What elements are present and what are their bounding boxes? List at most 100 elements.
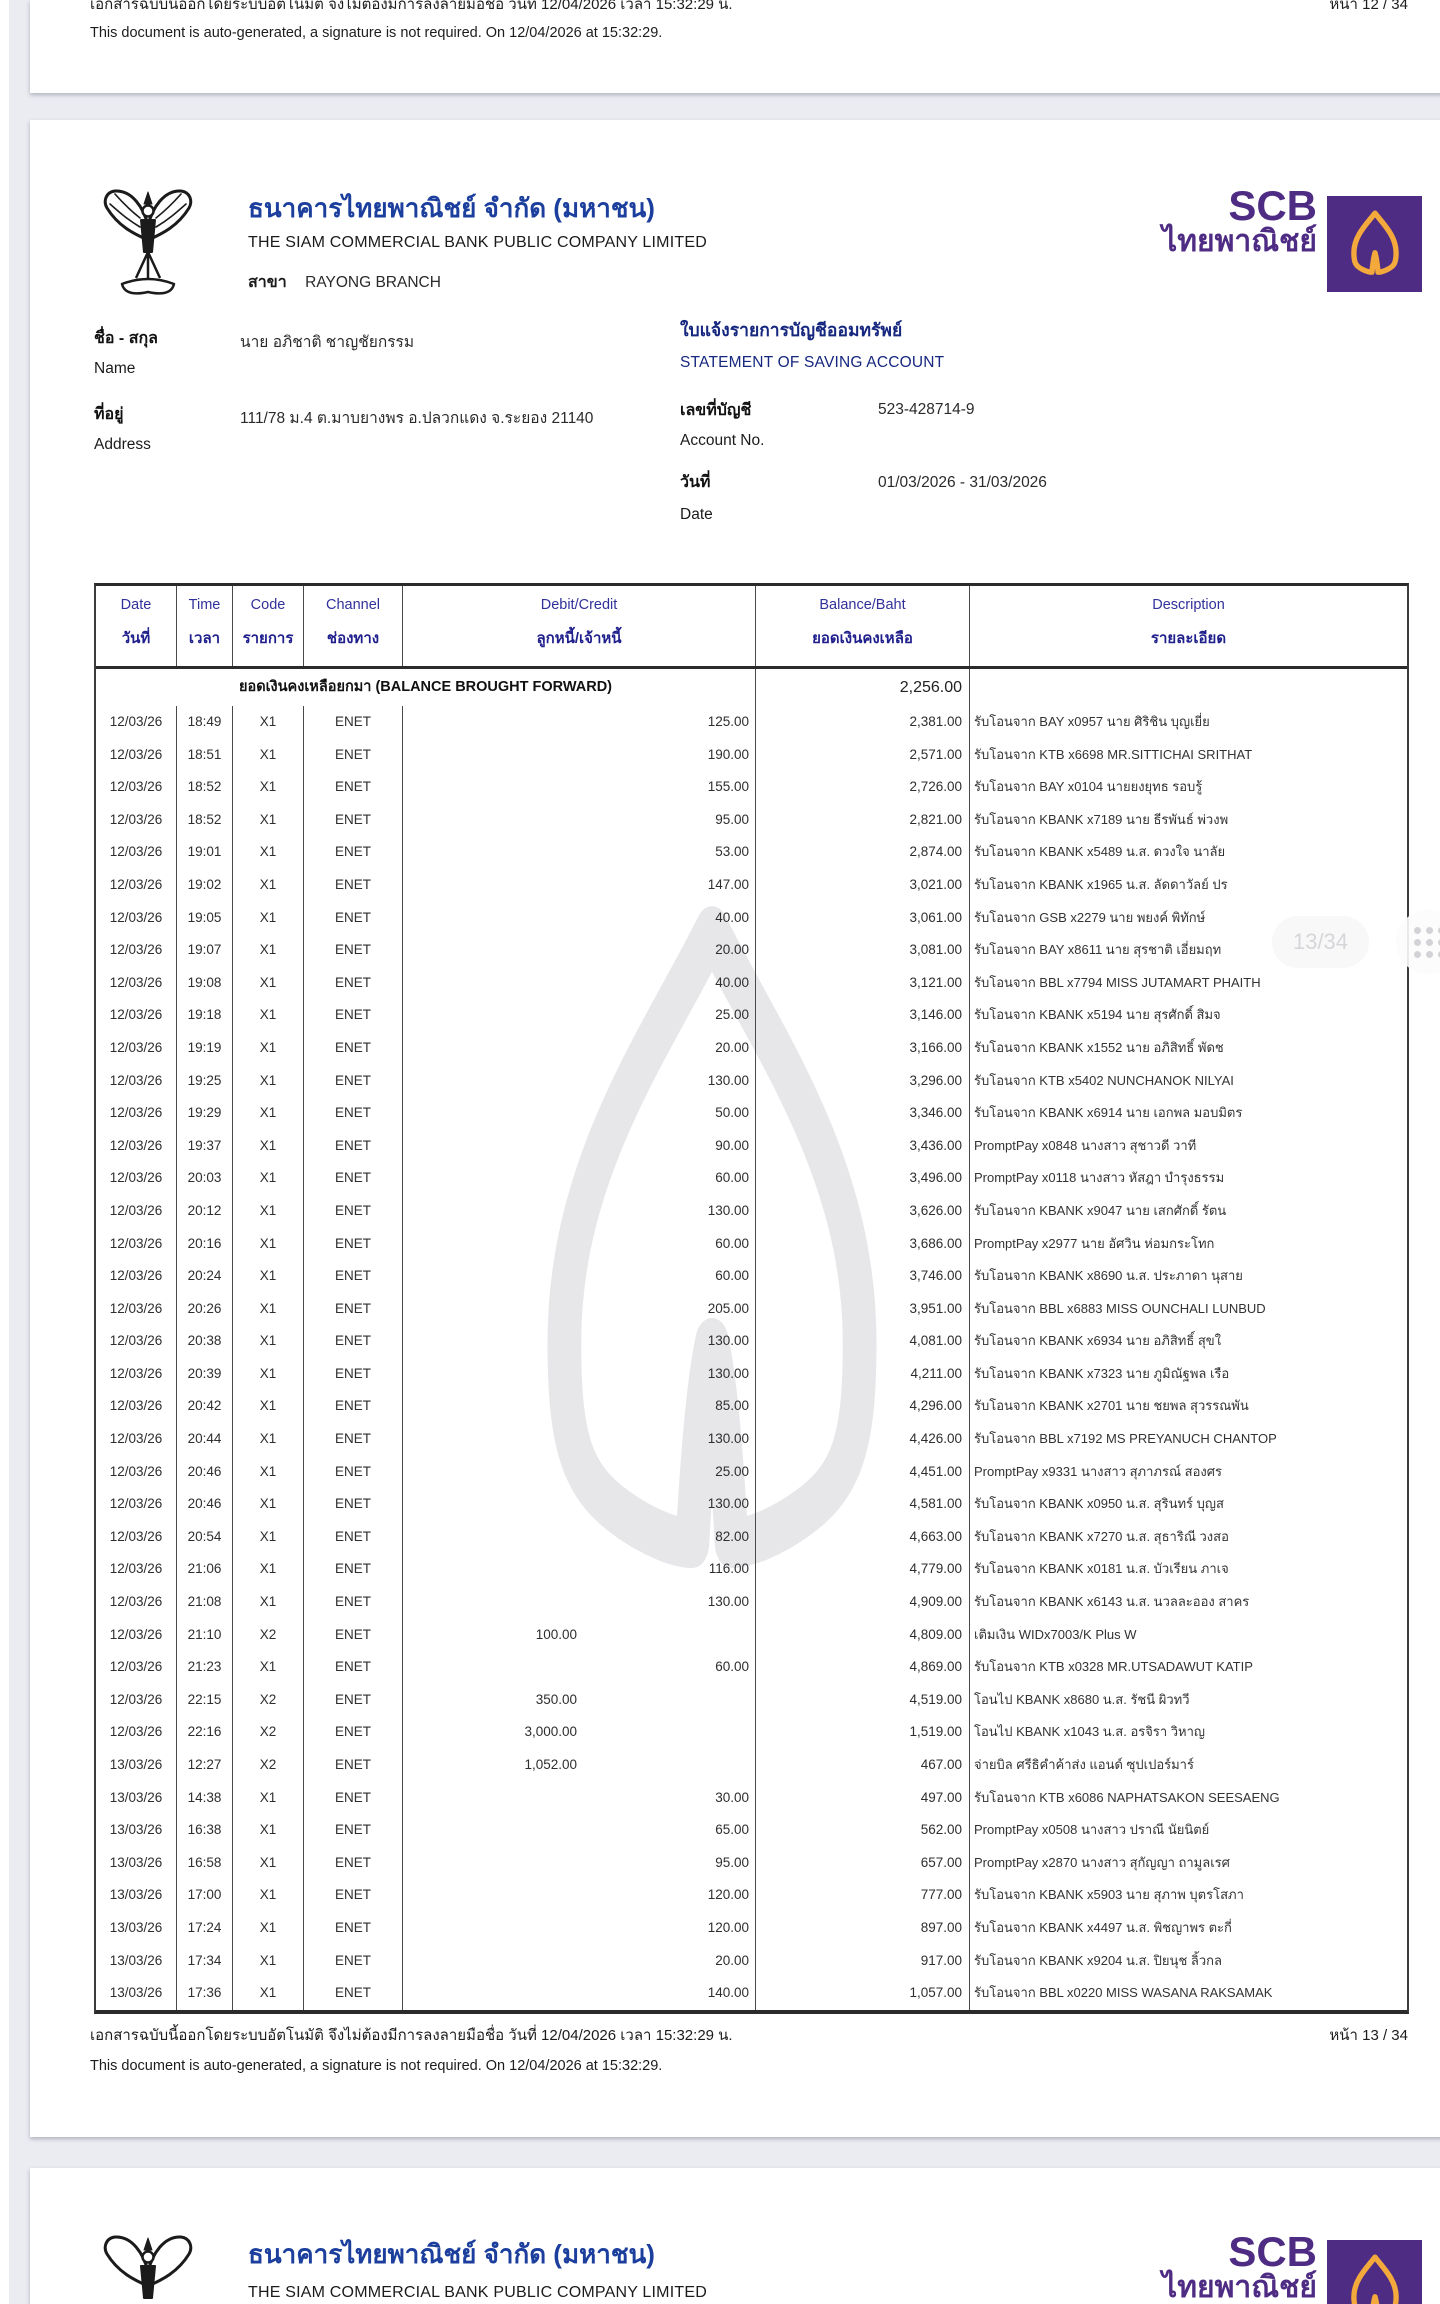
cell-channel: ENET: [304, 1520, 403, 1554]
cell-debit: [403, 739, 589, 772]
cell-code: X1: [233, 1423, 304, 1456]
cell-description: รับโอนจาก KBANK x5194 นาย สุรศักดิ์ สิมจ: [974, 1007, 1221, 1023]
cell-debit: [403, 1782, 589, 1815]
table-row: 13/03/26 16:38 X1 ENET 65.00 562.00 PromptPay …: [96, 1814, 1407, 1847]
cell-date: 12/03/26: [96, 901, 177, 935]
cell-debit: 100.00: [535, 1626, 577, 1642]
page-number: หน้า 13 / 34: [1329, 2027, 1408, 2044]
table-row: 13/03/26 17:24 X1 ENET 120.00 897.00 รับโอนจาก…: [96, 1911, 1407, 1945]
cell-date: 12/03/26: [96, 1618, 177, 1652]
cell-debit: [403, 1097, 589, 1130]
cell-debit-credit: 120.00: [403, 1879, 756, 1912]
cell-debit-credit: 25.00: [403, 999, 756, 1032]
cell-time: 18:52: [177, 803, 233, 837]
cell-debit-credit: 20.00: [403, 934, 756, 967]
table-row: 13/03/26 14:38 X1 ENET 30.00 497.00 รับโอนจาก …: [96, 1781, 1407, 1815]
cell-debit: [403, 1456, 589, 1489]
drag-handle[interactable]: [1396, 910, 1440, 974]
cell-debit-credit: 95.00: [403, 1846, 756, 1880]
cell-debit: [403, 934, 589, 967]
cell-debit-credit: 120.00: [403, 1911, 756, 1945]
cell-description: รับโอนจาก KBANK x6934 นาย อภิสิทธิ์ สุขใ: [974, 1333, 1222, 1349]
cell-code: X1: [233, 999, 304, 1032]
cell-date: 13/03/26: [96, 1911, 177, 1945]
cell-date: 13/03/26: [96, 1749, 177, 1782]
cell-debit: [403, 1065, 589, 1098]
table-row: 13/03/26 17:00 X1 ENET 120.00 777.00 รับโอนจาก…: [96, 1879, 1407, 1912]
cell-code: X1: [233, 1455, 304, 1489]
cell-debit: [403, 804, 589, 837]
cell-credit: 130.00: [707, 1333, 749, 1349]
cell-credit: 205.00: [707, 1300, 749, 1316]
statement-period: 01/03/2026 - 31/03/2026: [878, 474, 1047, 491]
cell-channel: ENET: [304, 1357, 403, 1391]
cell-balance: 657.00: [756, 1846, 970, 1880]
cell-balance: 4,779.00: [756, 1553, 970, 1587]
cell-date: 12/03/26: [96, 1097, 177, 1130]
bank-name-en: THE SIAM COMMERCIAL BANK PUBLIC COMPANY …: [248, 2284, 707, 2301]
cell-balance: 2,821.00: [756, 803, 970, 837]
table-row: 12/03/26 20:46 X1 ENET 130.00 4,581.00 รับโอนจ…: [96, 1488, 1407, 1521]
header-description-th: รายละเอียด: [1150, 630, 1227, 647]
cell-channel: ENET: [304, 1227, 403, 1261]
cell-description: รับโอนจาก KBANK x6143 น.ส. นวลละออง สาคร: [974, 1594, 1250, 1610]
cell-balance: 3,296.00: [756, 1064, 970, 1098]
scb-leaf-icon: [1350, 210, 1399, 275]
cell-description: เติมเงิน WIDx7003/K Plus W: [974, 1626, 1137, 1642]
bbf-balance: 2,256.00: [756, 669, 970, 706]
cell-time: 19:18: [177, 999, 233, 1032]
cell-balance: 4,519.00: [756, 1683, 970, 1717]
branch-label: สาขา: [248, 274, 287, 291]
cell-credit: 130.00: [707, 1202, 749, 1218]
cell-code: X2: [233, 1618, 304, 1652]
address-label-th: ที่อยู่: [94, 406, 124, 423]
cell-balance: 562.00: [756, 1814, 970, 1847]
cell-channel: ENET: [304, 999, 403, 1032]
cell-code: X1: [233, 1977, 304, 2010]
cell-credit: 30.00: [715, 1789, 749, 1805]
cell-code: X1: [233, 901, 304, 935]
cell-date: 12/03/26: [96, 1651, 177, 1684]
cell-time: 17:00: [177, 1879, 233, 1912]
table-row: 12/03/26 20:03 X1 ENET 60.00 3,496.00 PromptPa…: [96, 1162, 1407, 1195]
scb-logo-word: SCB: [1228, 182, 1317, 229]
header-time: Time เวลา: [177, 586, 233, 666]
cell-date: 12/03/26: [96, 1357, 177, 1391]
cell-time: 20:03: [177, 1162, 233, 1195]
cell-channel: ENET: [304, 1618, 403, 1652]
cell-balance: 4,211.00: [756, 1357, 970, 1391]
scb-logo-word: SCB: [1228, 2228, 1317, 2275]
page-14-card: ธนาคารไทยพาณิชย์ จำกัด (มหาชน) THE SIAM …: [30, 2168, 1440, 2304]
cell-channel: ENET: [304, 1651, 403, 1684]
cell-description: รับโอนจาก KBANK x8690 น.ส. ประภาดา นุสาย: [974, 1268, 1243, 1284]
scb-logo-text: SCB ไทยพาณิชย์: [1162, 182, 1317, 257]
cell-channel: ENET: [304, 803, 403, 837]
header-balance-en: Balance/Baht: [819, 597, 906, 613]
cell-date: 12/03/26: [96, 1227, 177, 1261]
cell-code: X1: [233, 1064, 304, 1098]
cell-time: 21:08: [177, 1586, 233, 1619]
cell-credit: 40.00: [715, 909, 749, 925]
scb-logo-thai-word: ไทยพาณิชย์: [1162, 2270, 1317, 2304]
table-row: 12/03/26 20:39 X1 ENET 130.00 4,211.00 รับโอนจ…: [96, 1357, 1407, 1391]
table-row: 12/03/26 20:42 X1 ENET 85.00 4,296.00 รับโอนจา…: [96, 1390, 1407, 1424]
drag-handle-dot: [1438, 939, 1440, 946]
cell-channel: ENET: [304, 738, 403, 772]
cell-balance: 2,874.00: [756, 836, 970, 869]
cell-credit: 60.00: [715, 1659, 749, 1675]
header-channel-en: Channel: [325, 597, 380, 613]
cell-debit-credit: 130.00: [403, 1064, 756, 1098]
drag-handle-dot: [1426, 927, 1433, 934]
cell-debit: [403, 1390, 589, 1423]
cell-debit-credit: 60.00: [403, 1651, 756, 1684]
cell-date: 12/03/26: [96, 1683, 177, 1717]
cell-time: 18:51: [177, 738, 233, 772]
cell-balance: 3,061.00: [756, 901, 970, 935]
cell-channel: ENET: [304, 1129, 403, 1163]
cell-channel: ENET: [304, 1683, 403, 1717]
drag-handle-dot: [1414, 939, 1421, 946]
cell-balance: 2,571.00: [756, 738, 970, 772]
cell-debit-credit: 40.00: [403, 966, 756, 1000]
header-description: Description รายละเอียด: [970, 586, 1407, 666]
cell-credit: 20.00: [715, 1039, 749, 1055]
